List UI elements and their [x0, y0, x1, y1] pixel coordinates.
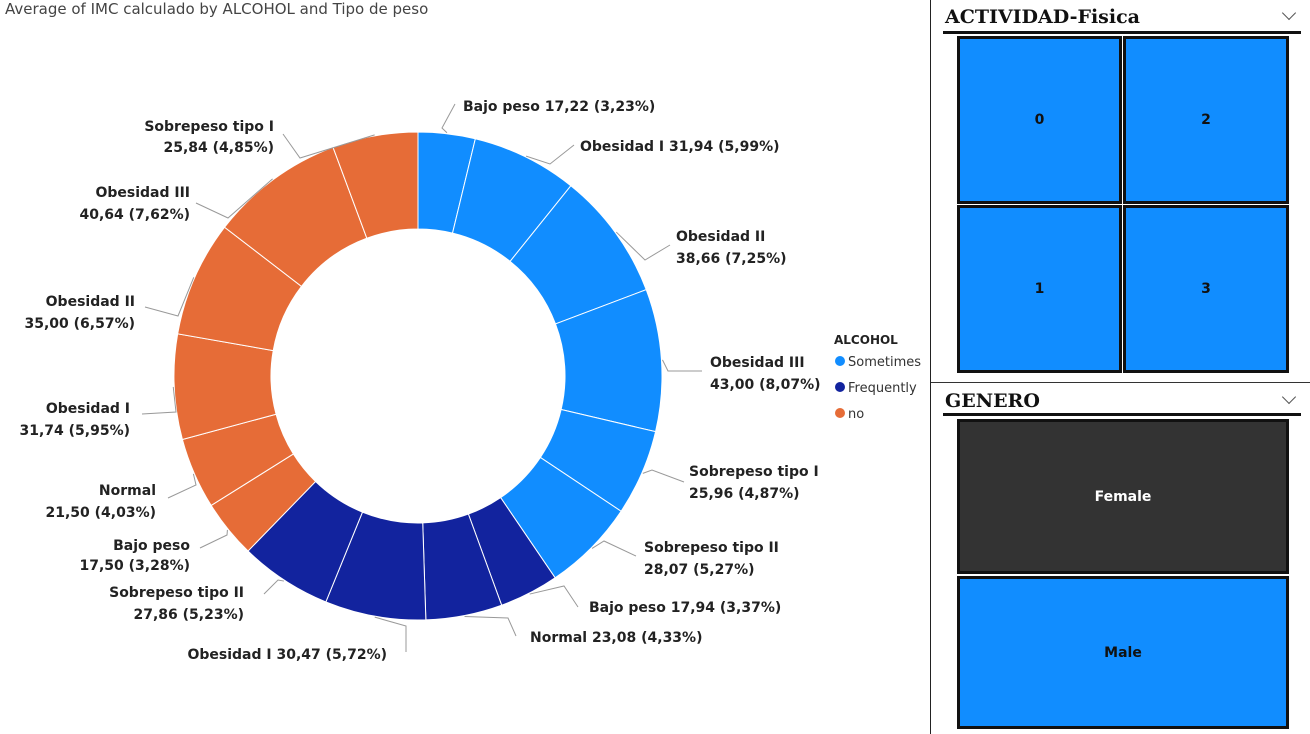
leader-line: [464, 616, 517, 637]
data-label: Obesidad III 43,00 (8,07%): [710, 355, 821, 393]
leader-line: [662, 359, 702, 372]
data-label: Normal 23,08 (4,33%): [530, 630, 702, 646]
data-label: Sobrepeso tipo II 27,86 (5,23%): [109, 585, 244, 623]
leader-line: [195, 178, 273, 219]
slicer-tile-actividad-0[interactable]: 0: [957, 36, 1122, 204]
slicer-tile-actividad-1[interactable]: 1: [957, 205, 1122, 373]
chart-title: Average of IMC calculado by ALCOHOL and …: [5, 0, 429, 18]
leader-lines: [141, 103, 702, 652]
data-label: Obesidad III 40,64 (7,62%): [79, 185, 190, 223]
slicer-underline: [943, 413, 1301, 416]
donut-slices: [173, 131, 663, 621]
legend-item-sometimes[interactable]: Sometimes: [848, 355, 921, 370]
legend-item-no[interactable]: no: [848, 407, 864, 422]
slicer-tile-male[interactable]: Male: [957, 576, 1289, 729]
panel-divider: [930, 0, 931, 734]
legend-item-frequently[interactable]: Frequently: [848, 381, 917, 396]
leader-line: [441, 103, 456, 134]
leader-line: [167, 473, 197, 499]
slicer-tile-actividad-3[interactable]: 3: [1123, 205, 1289, 373]
legend: ALCOHOL Sometimes Frequently no: [834, 333, 921, 422]
donut-chart[interactable]: Bajo peso 17,22 (3,23%) Obesidad I 31,94 …: [0, 0, 930, 734]
leader-line: [529, 585, 579, 608]
data-label: Sobrepeso tipo I 25,84 (4,85%): [144, 119, 274, 156]
data-label: Obesidad I 31,74 (5,95%): [19, 401, 130, 439]
slicer-underline: [943, 31, 1301, 34]
data-label: Bajo peso 17,22 (3,23%): [463, 99, 655, 115]
leader-line: [144, 277, 195, 317]
leader-line: [141, 386, 177, 415]
legend-marker-sometimes: [835, 356, 845, 366]
data-label: Obesidad II 35,00 (6,57%): [24, 294, 135, 332]
leader-line: [199, 529, 228, 549]
legend-marker-frequently: [835, 382, 845, 392]
data-label: Bajo peso 17,50 (3,28%): [79, 538, 190, 574]
leader-line: [615, 231, 671, 261]
data-label: Obesidad II 38,66 (7,25%): [676, 229, 787, 267]
chevron-down-icon[interactable]: [1281, 389, 1297, 405]
data-label: Obesidad I 30,47 (5,72%): [187, 647, 387, 663]
leader-line: [374, 616, 407, 652]
data-labels: Bajo peso 17,22 (3,23%) Obesidad I 31,94 …: [19, 99, 820, 663]
slicer-title-genero: GENERO: [945, 390, 1040, 412]
leader-line: [282, 133, 375, 159]
slicer-separator: [931, 382, 1310, 383]
leader-line: [263, 579, 285, 595]
chevron-down-icon[interactable]: [1281, 5, 1297, 21]
leader-line: [525, 144, 575, 165]
slicer-tile-female[interactable]: Female: [957, 419, 1289, 574]
leader-line: [591, 540, 637, 557]
data-label: Normal 21,50 (4,03%): [45, 483, 156, 521]
slicer-tile-actividad-2[interactable]: 2: [1123, 36, 1289, 204]
legend-marker-no: [835, 408, 845, 418]
data-label: Obesidad I 31,94 (5,99%): [580, 139, 780, 155]
data-label: Sobrepeso tipo II 28,07 (5,27%): [644, 540, 779, 578]
data-label: Sobrepeso tipo I 25,96 (4,87%): [689, 464, 819, 502]
legend-title: ALCOHOL: [834, 333, 898, 347]
data-label: Bajo peso 17,94 (3,37%): [589, 600, 781, 616]
slicer-title-actividad: ACTIVIDAD-Fisica: [945, 6, 1140, 28]
leader-line: [642, 469, 685, 483]
